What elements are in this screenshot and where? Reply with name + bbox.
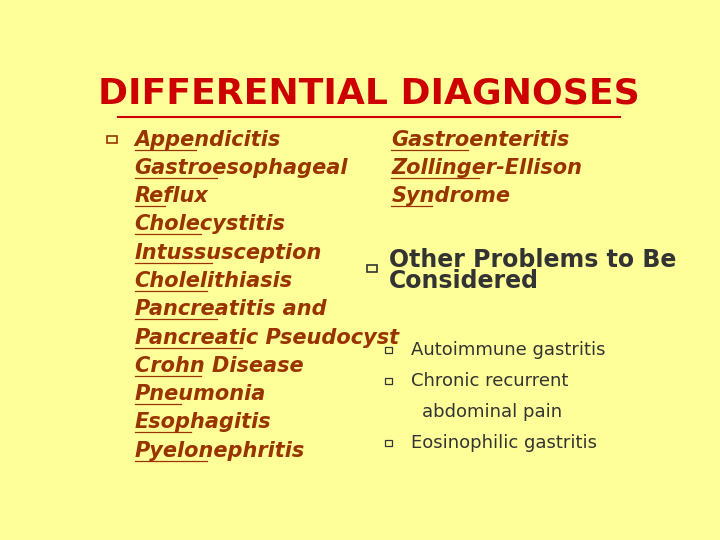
FancyBboxPatch shape: [384, 378, 392, 384]
FancyBboxPatch shape: [384, 347, 392, 353]
Text: Gastroesophageal: Gastroesophageal: [135, 158, 348, 178]
Text: DIFFERENTIAL DIAGNOSES: DIFFERENTIAL DIAGNOSES: [98, 77, 640, 111]
Text: Cholecystitis: Cholecystitis: [135, 214, 286, 234]
Text: Chronic recurrent: Chronic recurrent: [411, 372, 568, 390]
Text: Gastroenteritis: Gastroenteritis: [392, 130, 570, 150]
Text: Other Problems to Be: Other Problems to Be: [389, 248, 676, 272]
Text: Zollinger-Ellison: Zollinger-Ellison: [392, 158, 582, 178]
Text: Pyelonephritis: Pyelonephritis: [135, 441, 305, 461]
Text: Pneumonia: Pneumonia: [135, 384, 266, 404]
Text: Eosinophilic gastritis: Eosinophilic gastritis: [411, 434, 597, 452]
FancyBboxPatch shape: [107, 136, 117, 144]
Text: Appendicitis: Appendicitis: [135, 130, 281, 150]
Text: abdominal pain: abdominal pain: [422, 403, 562, 421]
Text: Intussusception: Intussusception: [135, 243, 322, 263]
Text: Syndrome: Syndrome: [392, 186, 510, 206]
Text: Pancreatitis and: Pancreatitis and: [135, 299, 326, 319]
FancyBboxPatch shape: [384, 440, 392, 446]
Text: Pancreatic Pseudocyst: Pancreatic Pseudocyst: [135, 328, 399, 348]
Text: Crohn Disease: Crohn Disease: [135, 356, 303, 376]
FancyBboxPatch shape: [366, 265, 377, 272]
Text: Cholelithiasis: Cholelithiasis: [135, 271, 293, 291]
Text: Esophagitis: Esophagitis: [135, 413, 271, 433]
Text: Autoimmune gastritis: Autoimmune gastritis: [411, 341, 606, 359]
Text: Considered: Considered: [389, 269, 539, 293]
Text: Reflux: Reflux: [135, 186, 209, 206]
